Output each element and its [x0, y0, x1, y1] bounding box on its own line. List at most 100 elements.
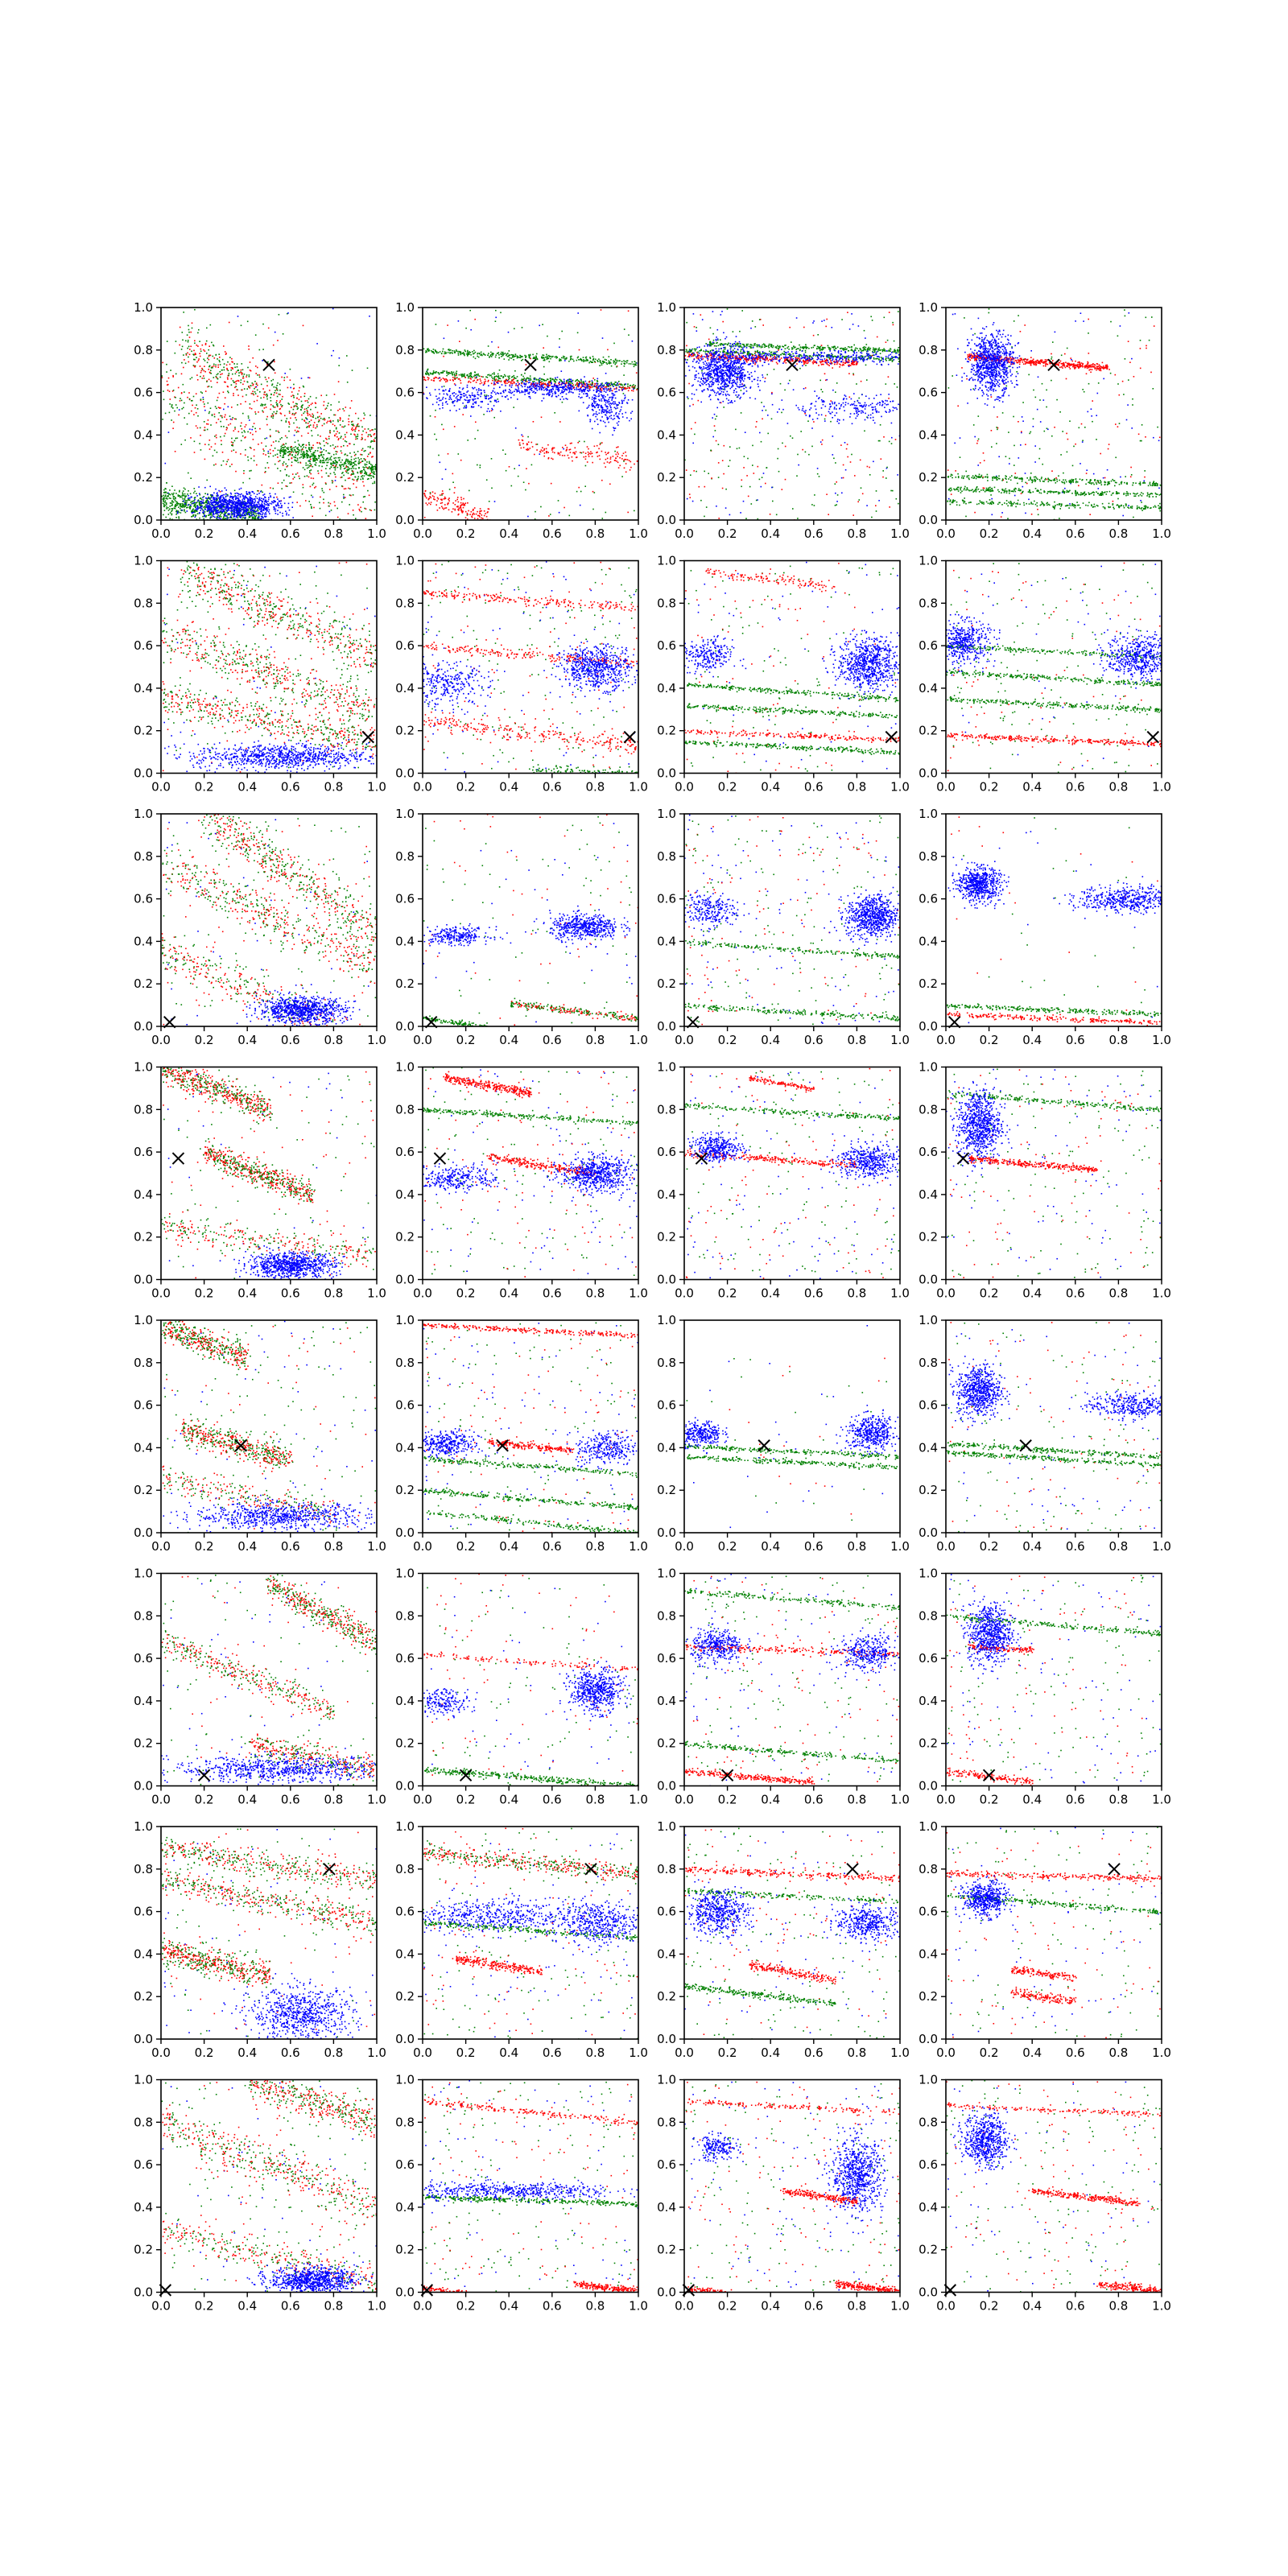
- streak-point: [465, 511, 467, 513]
- streak-point: [216, 376, 217, 378]
- streak-point: [214, 416, 216, 418]
- streak-point: [305, 463, 307, 464]
- streak-point: [188, 332, 190, 333]
- cluster-point: [235, 512, 237, 514]
- streak-point: [325, 468, 327, 469]
- noise-point: [514, 328, 515, 330]
- streak-point: [326, 394, 328, 396]
- streak-point: [433, 497, 435, 498]
- cluster-point: [541, 387, 543, 389]
- streak-point: [467, 502, 469, 504]
- streak-point: [260, 398, 262, 399]
- cluster-point: [234, 493, 236, 494]
- noise-point: [343, 497, 345, 498]
- streak-point: [450, 349, 452, 351]
- cluster-point: [264, 504, 266, 506]
- streak-point: [613, 383, 614, 385]
- streak-point: [322, 456, 324, 458]
- streak-point: [440, 373, 442, 374]
- noise-point: [460, 460, 462, 461]
- streak-point: [320, 436, 321, 437]
- streak-point: [509, 375, 510, 377]
- cluster-point: [190, 505, 192, 506]
- streak-point: [301, 452, 303, 453]
- streak-point: [340, 419, 341, 421]
- streak-point: [350, 495, 352, 497]
- streak-point: [547, 378, 548, 380]
- streak-point: [583, 361, 584, 362]
- streak-point: [254, 381, 256, 382]
- cluster-point: [580, 397, 581, 398]
- streak-point: [220, 514, 221, 516]
- cluster-point: [260, 491, 262, 493]
- streak-point: [552, 452, 554, 453]
- streak-point: [225, 382, 226, 383]
- streak-point: [335, 468, 336, 469]
- streak-point: [351, 421, 353, 423]
- streak-point: [228, 459, 229, 460]
- streak-point: [327, 405, 328, 407]
- streak-point: [365, 432, 367, 434]
- streak-point: [319, 465, 320, 467]
- streak-point: [227, 386, 229, 388]
- streak-point: [430, 497, 431, 499]
- streak-point: [335, 415, 336, 416]
- streak-point: [253, 517, 254, 518]
- streak-point: [347, 459, 349, 460]
- streak-point: [481, 382, 483, 384]
- streak-point: [577, 442, 579, 444]
- streak-point: [485, 354, 486, 356]
- streak-point: [275, 431, 277, 432]
- cluster-point: [258, 501, 260, 502]
- streak-point: [308, 405, 310, 407]
- cluster-point: [243, 515, 245, 517]
- streak-point: [308, 460, 310, 462]
- cluster-point: [215, 504, 217, 506]
- streak-point: [607, 364, 609, 365]
- cluster-point: [199, 513, 200, 514]
- cluster-point: [230, 502, 232, 504]
- streak-point: [515, 378, 517, 379]
- streak-point: [252, 393, 254, 394]
- streak-point: [207, 429, 208, 431]
- streak-point: [229, 415, 231, 417]
- streak-point: [262, 485, 263, 486]
- cluster-point: [229, 503, 230, 505]
- streak-point: [477, 515, 479, 517]
- cluster-point: [518, 386, 519, 388]
- noise-point: [594, 492, 596, 493]
- cluster-point: [258, 512, 260, 514]
- streak-point: [235, 452, 237, 453]
- streak-point: [213, 356, 214, 357]
- cluster-point: [277, 502, 279, 504]
- noise-point: [229, 322, 230, 324]
- streak-point: [575, 448, 576, 449]
- cluster-point: [233, 514, 235, 515]
- streak-point: [197, 513, 199, 514]
- cluster-point: [222, 495, 224, 497]
- cluster-point: [586, 396, 588, 398]
- streak-point: [477, 511, 478, 513]
- cluster-point: [571, 391, 572, 393]
- streak-point: [576, 384, 577, 386]
- cluster-point: [208, 513, 210, 514]
- streak-point: [337, 517, 339, 518]
- cluster-point: [210, 502, 212, 503]
- streak-point: [337, 419, 339, 421]
- noise-point: [247, 431, 249, 433]
- streak-point: [276, 413, 278, 415]
- cluster-point: [267, 507, 269, 509]
- cluster-point: [277, 498, 279, 500]
- streak-point: [625, 363, 626, 365]
- cluster-point: [221, 503, 222, 505]
- streak-point: [552, 459, 554, 460]
- cluster-point: [524, 390, 526, 391]
- noise-point: [580, 491, 582, 493]
- streak-point: [335, 446, 336, 448]
- streak-point: [294, 415, 295, 416]
- streak-point: [499, 357, 501, 359]
- streak-point: [464, 377, 466, 378]
- streak-point: [172, 494, 174, 496]
- streak-point: [522, 376, 524, 378]
- streak-point: [328, 452, 329, 454]
